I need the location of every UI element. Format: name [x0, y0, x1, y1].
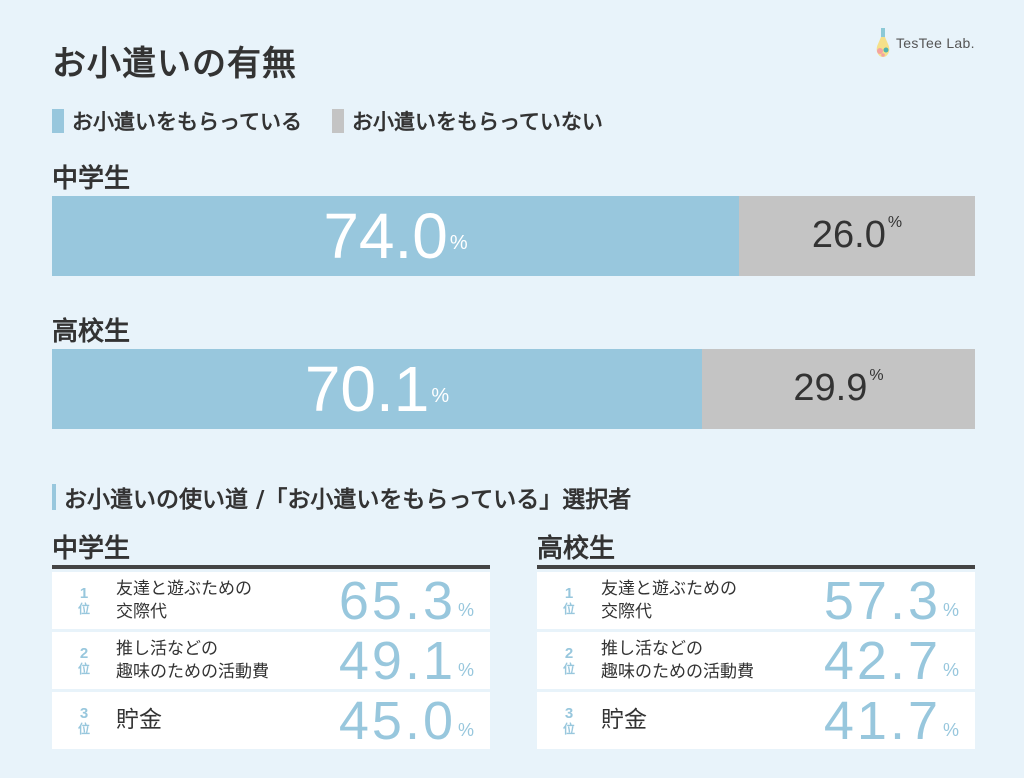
- percent-sign: %: [431, 385, 450, 407]
- bar-segment-no: 29.9 %: [702, 349, 975, 429]
- rank-number: 3: [564, 705, 574, 722]
- rank-badge: 3 位: [52, 706, 116, 735]
- value-number: 42.7: [823, 630, 941, 691]
- rank-suffix: 位: [562, 722, 575, 736]
- item-value: 57.3 %: [823, 570, 959, 631]
- subtitle-accent-bar: [52, 484, 56, 510]
- page-title: お小遣いの有無: [52, 44, 297, 84]
- percent-sign: %: [942, 600, 959, 620]
- item-label: 推し活などの 趣味のための活動費: [601, 639, 754, 682]
- value-number: 57.3: [823, 570, 941, 631]
- rank-number: 2: [79, 645, 89, 662]
- rank-suffix: 位: [77, 602, 90, 616]
- ranking-row: 1 位 友達と遊ぶための 交際代 57.3 %: [537, 570, 975, 631]
- item-label: 友達と遊ぶための 交際代: [116, 579, 252, 622]
- value-number: 49.1: [338, 630, 456, 691]
- stacked-bar-high-school: 70.1 % 29.9 %: [52, 349, 975, 429]
- percent-sign: %: [457, 720, 474, 740]
- value-number: 41.7: [823, 690, 941, 751]
- rank-badge: 1 位: [537, 586, 601, 615]
- usage-column-high-school: 高校生 1 位 友達と遊ぶための 交際代 57.3 % 2 位 推し活などの 趣…: [537, 528, 975, 751]
- usage-subtitle-text: お小遣いの使い道 /「お小遣いをもらっている」選択者: [64, 487, 632, 513]
- rank-suffix: 位: [562, 602, 575, 616]
- percent-sign: %: [449, 232, 468, 254]
- stacked-bar-junior-high: 74.0 % 26.0 %: [52, 196, 975, 276]
- bar-segment-yes: 70.1 %: [52, 349, 702, 429]
- logo: TesTee Lab.: [876, 28, 975, 58]
- percent-sign: %: [457, 660, 474, 680]
- legend-item-no: お小遣いをもらっていない: [331, 106, 603, 136]
- item-value: 42.7 %: [823, 630, 959, 691]
- rank-badge: 1 位: [52, 586, 116, 615]
- value-no: 26.0: [811, 214, 886, 256]
- item-value: 65.3 %: [338, 570, 474, 631]
- column-heading: 中学生: [52, 534, 131, 564]
- item-label: 貯金: [601, 706, 647, 733]
- rank-suffix: 位: [77, 662, 90, 676]
- ranking-row: 3 位 貯金 45.0 %: [52, 690, 490, 751]
- ranking-row: 1 位 友達と遊ぶための 交際代 65.3 %: [52, 570, 490, 631]
- group-label-junior-high: 中学生: [52, 164, 131, 194]
- legend-label: お小遣いをもらっている: [72, 110, 302, 134]
- rank-number: 1: [79, 585, 89, 602]
- item-label: 友達と遊ぶための 交際代: [601, 579, 737, 622]
- value-no: 29.9: [793, 367, 868, 409]
- legend-swatch-blue: [52, 109, 64, 133]
- item-value: 49.1 %: [338, 630, 474, 691]
- usage-section-title: お小遣いの使い道 /「お小遣いをもらっている」選択者: [52, 480, 631, 514]
- rank-suffix: 位: [562, 662, 575, 676]
- legend-swatch-gray: [331, 109, 344, 133]
- column-heading: 高校生: [537, 534, 616, 564]
- rank-number: 2: [564, 645, 574, 662]
- legend-label: お小遣いをもらっていない: [351, 110, 603, 134]
- rank-badge: 2 位: [52, 646, 116, 675]
- value-number: 65.3: [338, 570, 456, 631]
- percent-sign: %: [942, 660, 959, 680]
- usage-column-junior-high: 中学生 1 位 友達と遊ぶための 交際代 65.3 % 2 位 推し活などの 趣…: [52, 528, 490, 751]
- chart-legend: お小遣いをもらっている お小遣いをもらっていない: [52, 106, 603, 136]
- legend-item-yes: お小遣いをもらっている: [52, 106, 302, 136]
- rank-badge: 2 位: [537, 646, 601, 675]
- percent-sign: %: [869, 367, 884, 384]
- flask-icon: [876, 28, 890, 58]
- value-yes: 74.0: [323, 200, 448, 272]
- rank-number: 3: [79, 705, 89, 722]
- rank-badge: 3 位: [537, 706, 601, 735]
- percent-sign: %: [942, 720, 959, 740]
- logo-text: TesTee Lab.: [896, 35, 975, 51]
- ranking-row: 3 位 貯金 41.7 %: [537, 690, 975, 751]
- item-label: 推し活などの 趣味のための活動費: [116, 639, 269, 682]
- percent-sign: %: [887, 214, 903, 231]
- bar-segment-no: 26.0 %: [739, 196, 975, 276]
- percent-sign: %: [457, 600, 474, 620]
- column-divider: [52, 565, 490, 569]
- item-value: 41.7 %: [823, 690, 959, 751]
- rank-number: 1: [564, 585, 574, 602]
- group-label-high-school: 高校生: [52, 317, 131, 347]
- value-yes: 70.1: [304, 353, 430, 425]
- value-number: 45.0: [338, 690, 456, 751]
- bar-segment-yes: 74.0 %: [52, 196, 739, 276]
- ranking-row: 2 位 推し活などの 趣味のための活動費 42.7 %: [537, 630, 975, 691]
- rank-suffix: 位: [77, 722, 90, 736]
- item-value: 45.0 %: [338, 690, 474, 751]
- column-divider: [537, 565, 975, 569]
- ranking-row: 2 位 推し活などの 趣味のための活動費 49.1 %: [52, 630, 490, 691]
- item-label: 貯金: [116, 706, 162, 733]
